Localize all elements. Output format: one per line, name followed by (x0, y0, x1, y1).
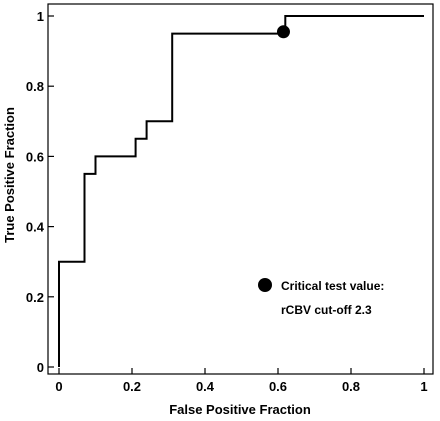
roc-curve-line (58, 15, 424, 367)
critical-value-marker (276, 25, 290, 39)
y-tick-label: 1 (37, 9, 44, 24)
plot-frame (47, 3, 434, 375)
x-tick-label: 0 (55, 379, 62, 394)
x-tick-label: 0.8 (342, 379, 360, 394)
x-tick-label: 0.2 (123, 379, 141, 394)
y-tick-label: 0 (37, 360, 44, 375)
y-tick-label: 0.4 (26, 220, 45, 235)
y-tick-label: 0.8 (26, 79, 44, 94)
y-axis: 0 0.2 0.4 0.6 0.8 1 (26, 9, 54, 375)
y-axis-title: True Positive Fraction (2, 107, 17, 243)
x-tick-label: 1 (420, 379, 427, 394)
annotation-line-2: rCBV cut-off 2.3 (281, 303, 372, 317)
annotation-line-1: Critical test value: (281, 279, 384, 293)
x-tick-label: 0.4 (196, 379, 215, 394)
x-tick-label: 0.6 (269, 379, 287, 394)
y-tick-label: 0.6 (26, 149, 44, 164)
x-axis: 0 0.2 0.4 0.6 0.8 1 (55, 368, 428, 394)
x-axis-title: False Positive Fraction (169, 402, 311, 417)
legend-marker (258, 278, 272, 292)
y-tick-label: 0.2 (26, 290, 44, 305)
